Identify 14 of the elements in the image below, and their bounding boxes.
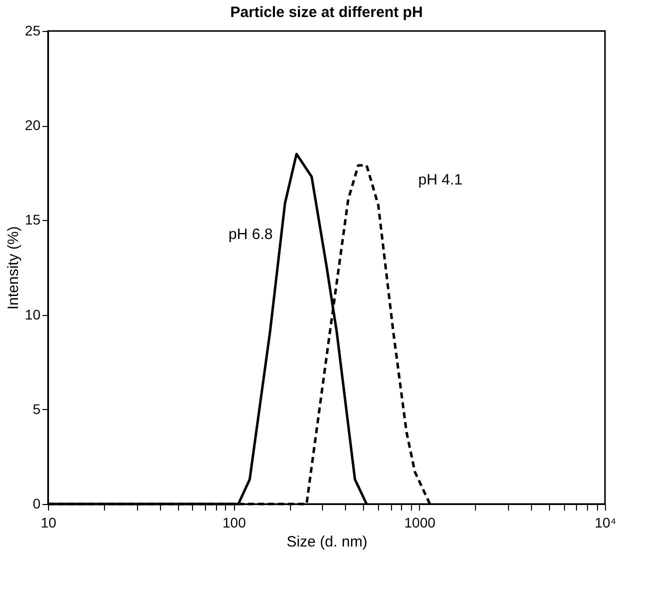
x-tick-label: 100 bbox=[222, 514, 246, 530]
y-tick-label: 15 bbox=[24, 212, 41, 228]
x-axis-title: Size (d. nm) bbox=[286, 534, 368, 550]
y-tick-label: 25 bbox=[24, 22, 41, 38]
x-tick-label: 10⁴ bbox=[594, 514, 616, 530]
series-label: pH 6.8 bbox=[228, 226, 273, 243]
y-tick-label: 20 bbox=[24, 117, 41, 134]
y-tick-label: 10 bbox=[24, 306, 41, 322]
text: pH 4.1 bbox=[418, 171, 462, 188]
chart-title: Particle size at different pH bbox=[230, 4, 423, 21]
y-axis-title: Intensity (%) bbox=[4, 226, 22, 310]
x-tick-label: 1000 bbox=[404, 514, 436, 530]
y-tick-label: 5 bbox=[32, 400, 41, 417]
y-tick-label: 0 bbox=[32, 496, 41, 512]
